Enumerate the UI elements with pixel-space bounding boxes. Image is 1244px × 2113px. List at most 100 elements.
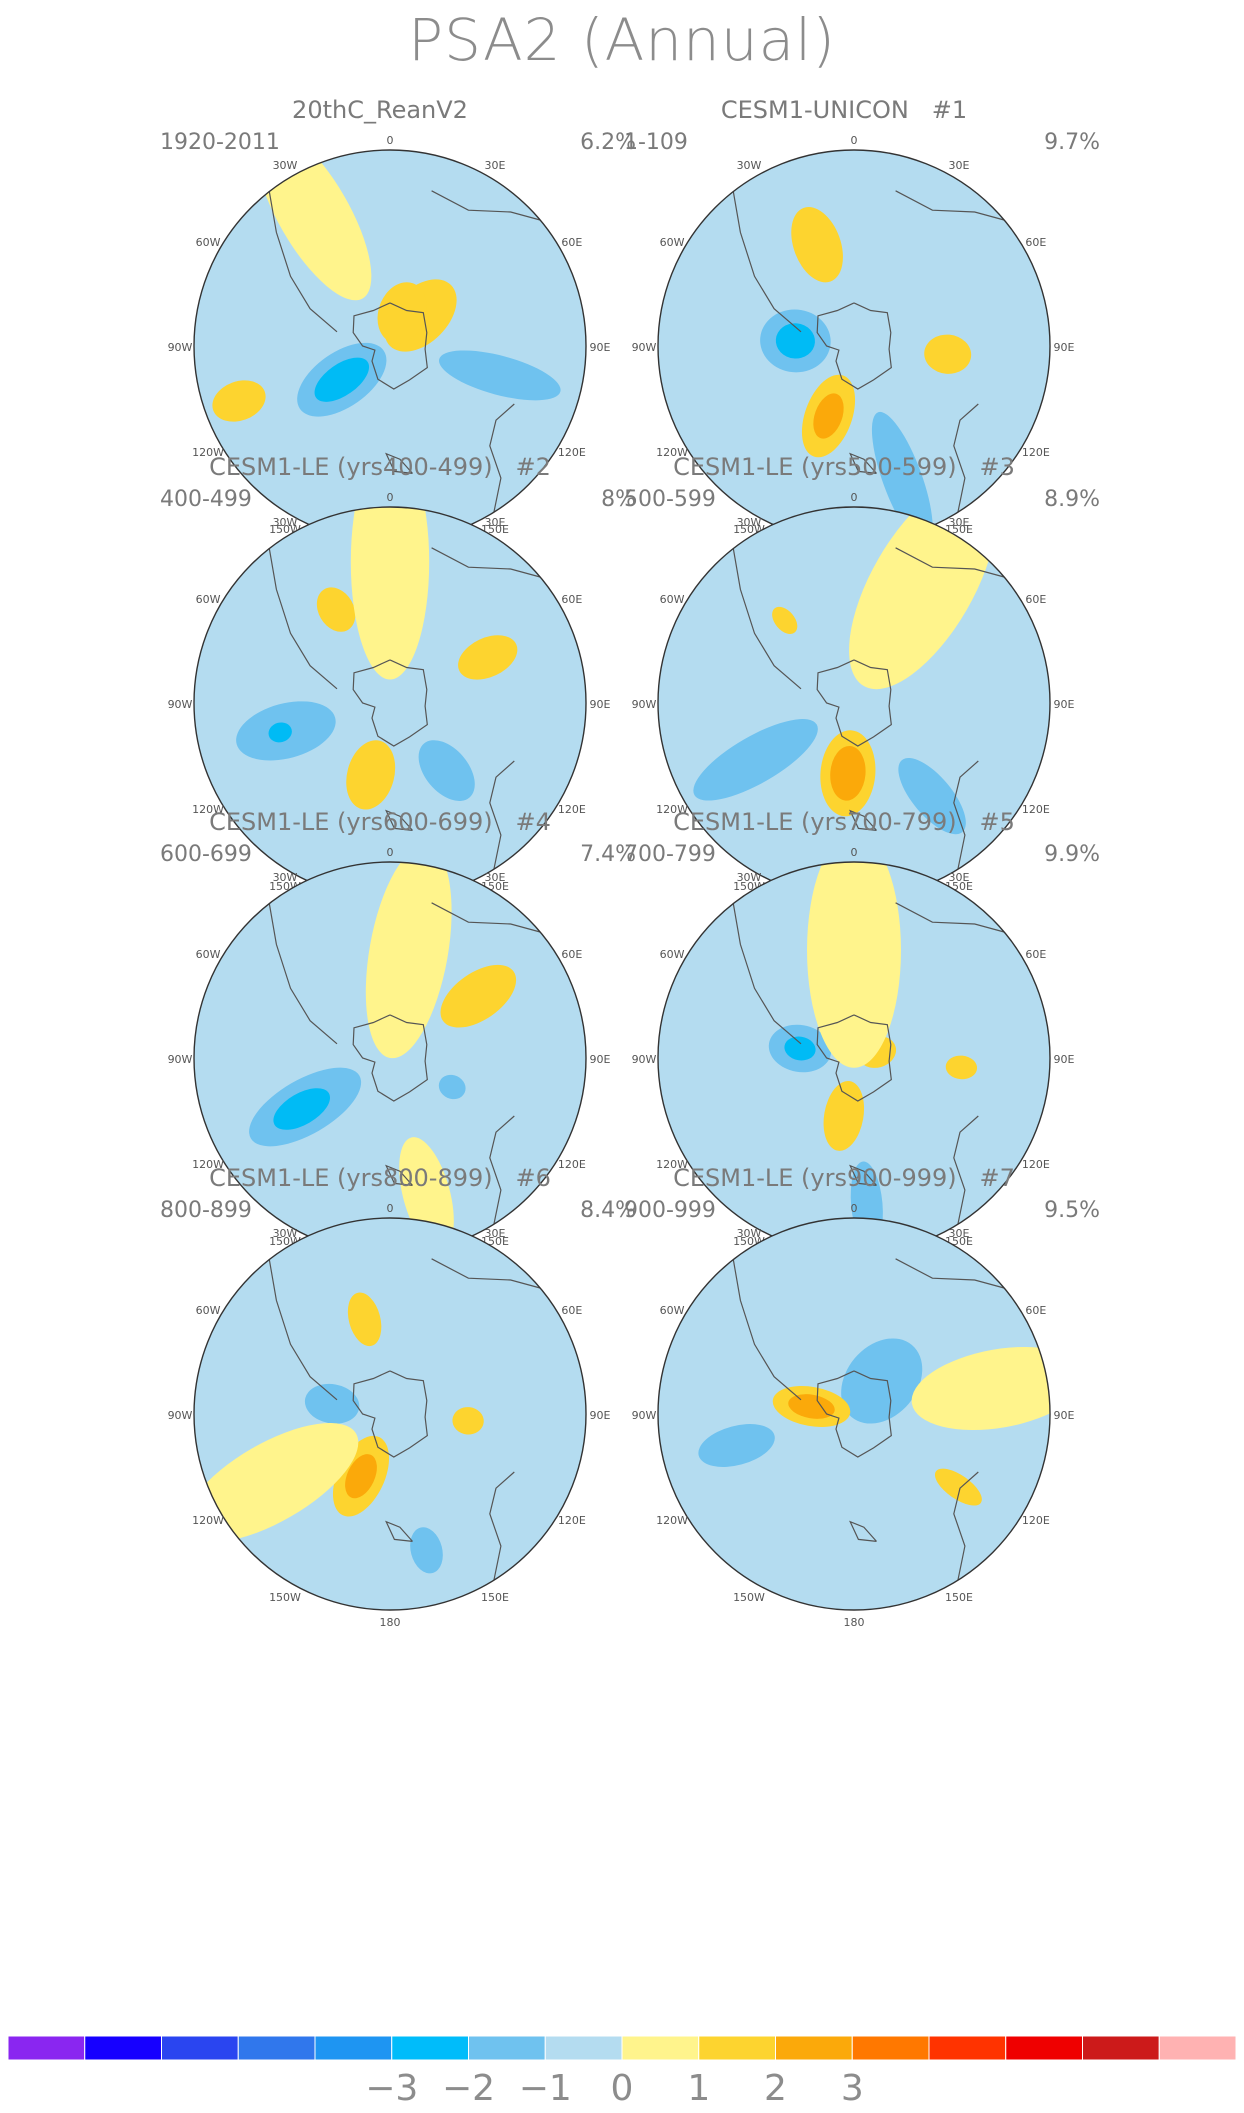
anomaly-contour-p2 [346,740,396,810]
longitude-label: 120W [656,1514,688,1527]
longitude-label: 0 [851,491,858,504]
anomaly-contour-n2 [438,1074,466,1100]
coastline [732,548,802,690]
anomaly-contour-n3 [784,1036,816,1061]
colorbar-swatch [544,2036,623,2061]
longitude-label: 150W [733,1591,765,1604]
longitude-label: 60E [1025,593,1046,606]
coastline [732,1259,802,1401]
colorbar-swatch [8,2036,86,2061]
longitude-label: 30E [949,516,970,529]
anomaly-contour-n3 [273,1088,331,1130]
coastline [895,190,1005,221]
panel-number: #2 [492,453,551,481]
coastline [732,903,802,1045]
longitude-label: 90E [590,698,611,711]
longitude-label: 120E [1022,803,1050,816]
coastline [489,1115,515,1225]
longitude-label: 0 [851,846,858,859]
map-panel: CESM1-LE (yrs800-899) #6 800-899 8.4% 0 30E 6… [110,1164,670,1644]
longitude-label: 30E [485,516,506,529]
anomaly-contour-p2 [791,206,843,283]
panel-title: CESM1-LE (yrs900-999) #7 [574,1164,1114,1192]
panel-title: CESM1-LE (yrs600-699) #4 [110,808,650,836]
colorbar-swatch [468,2036,546,2061]
longitude-label: 60E [561,236,582,249]
panel-number: #4 [492,808,551,836]
coastline [953,1115,979,1225]
longitude-label: 180 [844,1616,865,1629]
anomaly-contour-n2 [841,1338,923,1424]
colorbar-tick-label: 3 [841,2068,864,2106]
anomaly-contour-p1 [911,1346,1050,1431]
coastline [268,1259,338,1401]
longitude-label: 60W [196,593,221,606]
anomaly-contour-n2 [871,411,933,542]
coastline [489,760,515,870]
anomaly-contour-p2 [924,334,972,374]
coastline [385,1164,413,1186]
map-panel: CESM1-LE (yrs600-699) #4 600-699 7.4% 0 30E 6… [110,808,670,1288]
anomaly-contour-n2 [698,1424,775,1467]
longitude-label: 60W [660,236,685,249]
anomaly-contour-p1 [194,1422,359,1543]
panel-number: #7 [956,1164,1015,1192]
anomaly-contour-n2 [898,757,966,835]
longitude-label: 120W [656,446,688,459]
longitude-label: 30E [949,1227,970,1240]
anomaly-contour-p2 [377,282,427,344]
colorbar-swatch [391,2036,469,2061]
panel-title: CESM1-LE (yrs500-599) #3 [574,453,1114,481]
longitude-label: 120E [1022,1158,1050,1171]
map-panel: CESM1-UNICON #1 1-109 9.7% 0 30E 60E 90E 120E 15… [574,96,1134,576]
longitude-label: 120E [1022,446,1050,459]
panel-title-text: CESM1-UNICON [720,96,909,124]
longitude-label: 30E [485,871,506,884]
map-boundary [657,1217,1051,1611]
anomaly-contour-p2 [458,635,518,680]
colorbar-tick-label: 0 [611,2068,634,2106]
map-panel: CESM1-LE (yrs900-999) #7 900-999 9.5% 0 30E 6… [574,1164,1134,1644]
panel-variance-percent: 9.9% [1044,842,1100,867]
anomaly-contour-n2 [304,1383,360,1424]
longitude-label: 90E [1054,1053,1075,1066]
colorbar-tick-label: −3 [365,2068,418,2106]
longitude-label: 90E [590,341,611,354]
anomaly-contour-p3 [345,1454,377,1499]
map-panel: CESM1-LE (yrs700-799) #5 700-799 9.9% 0 30E 6… [574,808,1134,1288]
panel-number: #1 [908,96,968,124]
longitude-label: 120E [558,446,586,459]
longitude-label: 90W [168,698,193,711]
longitude-label: 90W [168,1409,193,1422]
panel-years: 500-599 [624,487,716,512]
colorbar-swatch [161,2036,239,2061]
colorbar-swatch [314,2036,393,2061]
coastline [268,903,338,1045]
anomaly-contour-n2 [693,719,818,801]
longitude-label: 90W [168,1053,193,1066]
longitude-label: 150E [481,1591,509,1604]
anomaly-contour-p2 [452,1407,484,1435]
coastline [352,1370,428,1458]
panel-title-text: 20thC_ReanV2 [292,96,468,124]
longitude-label: 90W [632,1053,657,1066]
colorbar-swatch [621,2036,700,2061]
anomaly-contour-p1 [350,507,430,680]
panel-number: #6 [492,1164,551,1192]
panel-title: 20thC_ReanV2 [110,96,650,124]
longitude-label: 90E [590,1053,611,1066]
longitude-label: 30E [949,159,970,172]
longitude-label: 60W [196,1304,221,1317]
longitude-label: 120W [192,1158,224,1171]
colorbar-swatch [775,2036,853,2061]
colorbar-swatch [928,2036,1007,2061]
map-boundary [193,1217,587,1611]
longitude-label: 120W [656,1158,688,1171]
anomaly-contour-n2 [439,350,561,401]
panel-title: CESM1-LE (yrs700-799) #5 [574,808,1114,836]
longitude-label: 120E [558,803,586,816]
